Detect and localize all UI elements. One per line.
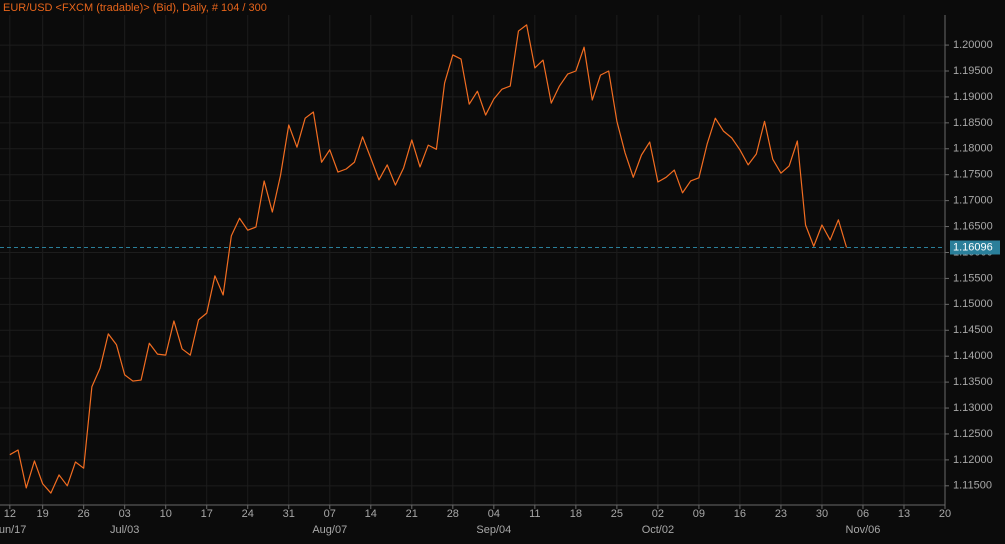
x-tick-label: 13 (898, 508, 910, 520)
y-tick-label: 1.11500 (953, 480, 992, 492)
last-price-label: 1.16096 (953, 241, 993, 253)
month-label: Jul/03 (110, 524, 139, 536)
x-tick-label: 26 (78, 508, 90, 520)
x-tick-label: 25 (611, 508, 623, 520)
y-tick-label: 1.19500 (953, 65, 993, 77)
x-tick-label: 28 (447, 508, 459, 520)
x-tick-label: 30 (816, 508, 828, 520)
month-label: Nov/06 (846, 524, 881, 536)
price-line (9, 24, 848, 494)
month-label: Aug/07 (312, 524, 347, 536)
x-tick-label: 24 (242, 508, 254, 520)
y-tick-label: 1.17500 (953, 169, 993, 181)
y-tick-label: 1.13500 (953, 376, 993, 388)
y-tick-label: 1.17000 (953, 195, 993, 207)
y-tick-label: 1.19000 (953, 91, 993, 103)
last-price-box (950, 240, 1000, 255)
x-tick-label: 03 (119, 508, 131, 520)
y-tick-label: 1.16500 (953, 220, 993, 232)
x-tick-label: 18 (570, 508, 582, 520)
x-tick-label: 31 (283, 508, 295, 520)
x-tick-label: 20 (939, 508, 951, 520)
x-tick-label: 17 (201, 508, 213, 520)
x-tick-label: 16 (734, 508, 746, 520)
plot (0, 24, 945, 494)
x-tick-label: 12 (4, 508, 16, 520)
y-tick-label: 1.13000 (953, 402, 993, 414)
y-tick-label: 1.18500 (953, 117, 993, 129)
y-tick-label: 1.14000 (953, 350, 993, 362)
y-tick-label: 1.18000 (953, 143, 993, 155)
y-tick-label: 1.14500 (953, 324, 993, 336)
month-label: Oct/02 (642, 524, 674, 536)
x-tick-label: 04 (488, 508, 500, 520)
y-tick-label: 1.20000 (953, 39, 993, 51)
x-tick-label: 11 (529, 508, 540, 520)
x-tick-label: 19 (37, 508, 49, 520)
y-tick-label: 1.15500 (953, 272, 993, 284)
month-label: Jun/17 (0, 524, 26, 536)
x-tick-label: 02 (652, 508, 664, 520)
axes: 1.11500 1.12000 1.12500 1.13000 1.13500 1.140… (0, 15, 1000, 536)
grid (0, 15, 946, 505)
x-tick-label: 06 (857, 508, 869, 520)
x-tick-label: 10 (160, 508, 172, 520)
month-label: Sep/04 (476, 524, 511, 536)
x-tick-label: 21 (406, 508, 418, 520)
x-tick-label: 14 (365, 508, 377, 520)
y-tick-label: 1.12500 (953, 428, 993, 440)
x-tick-label: 07 (324, 508, 336, 520)
chart-title: EUR/USD <FXCM (tradable)> (Bid), Daily, … (3, 2, 267, 14)
x-tick-label: 09 (693, 508, 705, 520)
x-tick-label: 23 (775, 508, 787, 520)
y-tick-label: 1.15000 (953, 298, 993, 310)
y-tick-label: 1.12000 (953, 454, 993, 466)
